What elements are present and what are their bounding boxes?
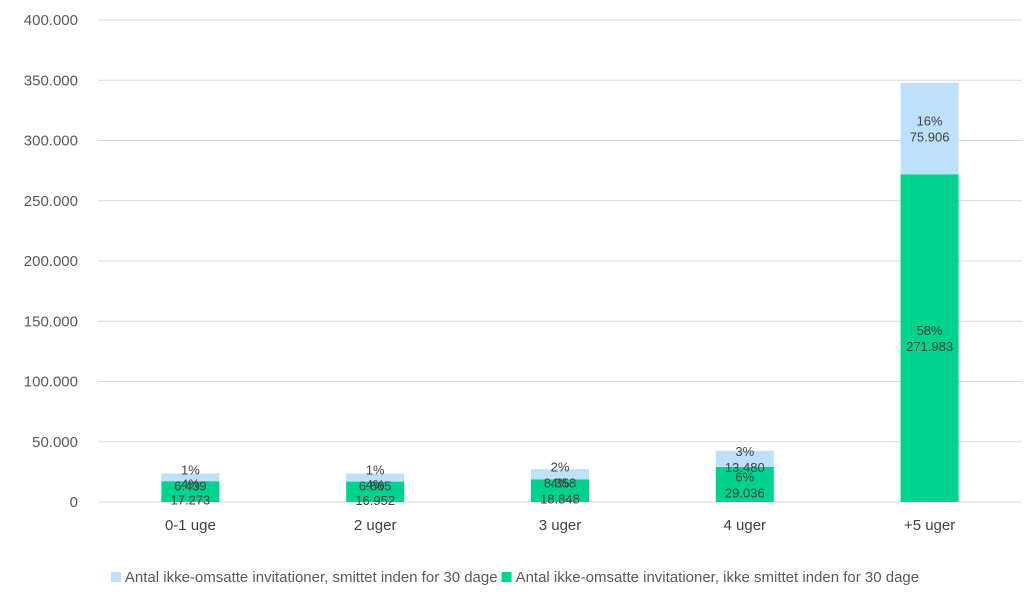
x-category-label: 4 uger — [724, 517, 767, 534]
legend-item: Antal ikke-omsatte invitationer, smittet… — [110, 569, 498, 586]
bars — [161, 82, 959, 502]
data-label-value: 16.952 — [355, 493, 395, 508]
data-label-percent: 16% — [917, 114, 943, 129]
gridlines — [98, 19, 1022, 503]
legend-swatch — [110, 572, 121, 582]
y-tick-label: 150.000 — [24, 313, 78, 330]
y-tick-label: 50.000 — [32, 434, 78, 451]
data-label-percent: 3% — [735, 444, 754, 459]
data-label-value: 6.439 — [174, 478, 207, 493]
legend-label: Antal ikke-omsatte invitationer, ikke sm… — [516, 569, 920, 586]
data-label-value: 13.480 — [725, 460, 765, 475]
data-label-value: 17.273 — [171, 493, 211, 508]
y-axis-tick-labels: 0 50.000 100.000 150.000 200.000 250.000 300.0… — [24, 12, 78, 511]
bar-segment-not-infected — [161, 481, 220, 502]
x-category-label: 3 uger — [539, 517, 582, 534]
y-tick-label: 300.000 — [24, 133, 78, 150]
bar-segment-infected — [346, 473, 405, 482]
x-axis-category-labels: 0-1 uge 2 uger 3 uger 4 uger +5 uger — [165, 517, 955, 534]
y-tick-label: 100.000 — [24, 374, 78, 391]
x-category-label: 0-1 uge — [165, 517, 216, 534]
data-label-percent: 4% — [366, 477, 385, 492]
data-label-percent: 1% — [181, 462, 200, 477]
bar-segment-not-infected — [531, 479, 589, 502]
data-label-value: 18.848 — [540, 492, 580, 507]
x-category-label: 2 uger — [354, 517, 397, 534]
data-label-percent: 4% — [181, 477, 200, 492]
bar-segment-not-infected — [346, 481, 405, 502]
legend-swatch — [501, 572, 512, 582]
data-label-value: 8.358 — [544, 475, 577, 490]
data-label-value: 29.036 — [725, 486, 765, 501]
data-label-percent: 58% — [917, 323, 943, 338]
y-tick-label: 200.000 — [24, 253, 78, 270]
y-tick-label: 350.000 — [24, 72, 78, 89]
legend-item: Antal ikke-omsatte invitationer, ikke sm… — [501, 569, 920, 586]
y-tick-label: 400.000 — [24, 12, 78, 29]
bar-segment-infected — [715, 450, 774, 468]
data-label-percent: 6% — [735, 470, 754, 485]
y-tick-label: 0 — [70, 494, 78, 511]
y-tick-label: 250.000 — [24, 193, 78, 210]
data-label-percent: 1% — [366, 463, 385, 478]
x-category-label: +5 uger — [904, 517, 955, 534]
bar-segment-not-infected — [715, 467, 774, 502]
bar-segment-infected — [161, 473, 220, 482]
data-label-value: 75.906 — [910, 130, 950, 145]
data-label-percent: 2% — [551, 459, 570, 474]
data-label-percent: 4% — [551, 476, 570, 491]
data-label-value: 6.665 — [359, 479, 392, 494]
bar-segment-not-infected — [900, 174, 959, 502]
legend: Antal ikke-omsatte invitationer, smittet… — [110, 569, 920, 586]
bar-segment-infected — [900, 82, 959, 175]
bar-segment-infected — [531, 469, 589, 480]
legend-label: Antal ikke-omsatte invitationer, smittet… — [125, 569, 498, 586]
data-label-value: 271.983 — [906, 339, 953, 354]
